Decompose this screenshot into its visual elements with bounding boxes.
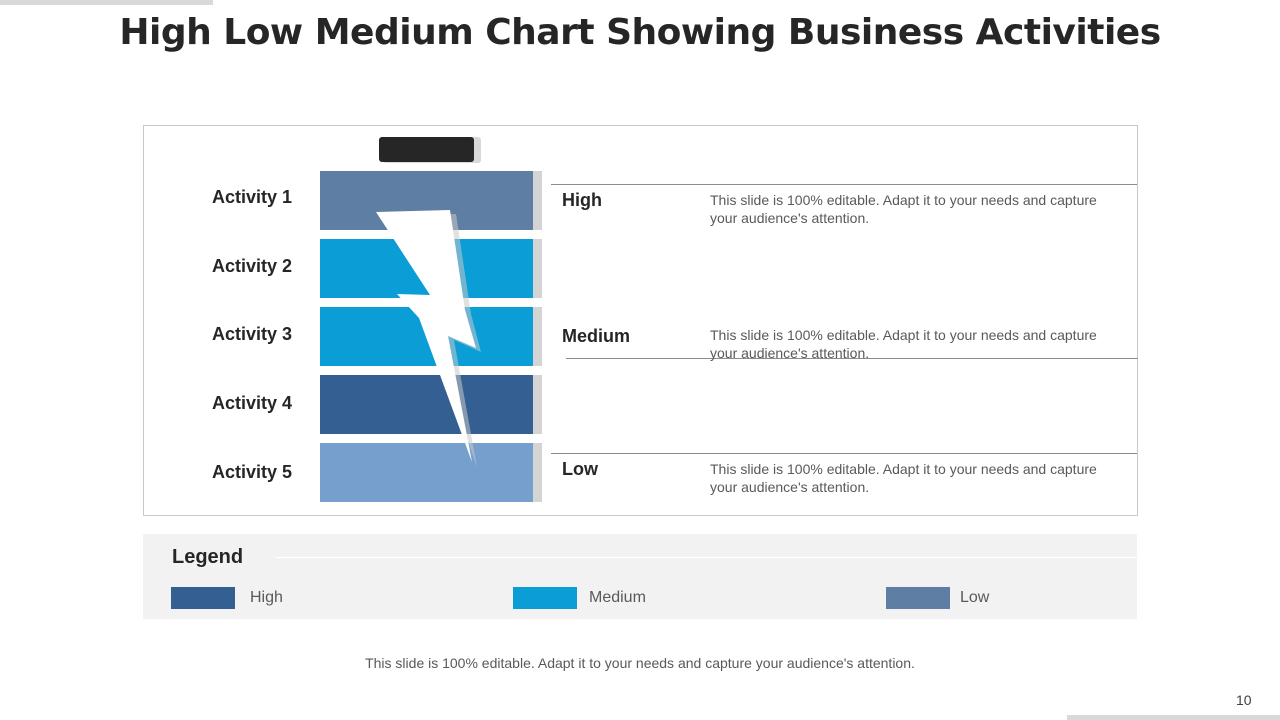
activity-label: Activity 5 xyxy=(211,462,292,482)
legend-panel xyxy=(143,534,1137,619)
legend-label-medium: Medium xyxy=(589,589,646,606)
divider-line xyxy=(566,358,1138,359)
level-label-high: High xyxy=(562,190,602,210)
activity-label: Activity 3 xyxy=(211,324,292,344)
activity-label: Activity 4 xyxy=(211,393,292,413)
battery-segment-shadow xyxy=(533,239,542,298)
legend-title: Legend xyxy=(172,546,244,568)
level-label-low: Low xyxy=(562,459,598,479)
slide-title: High Low Medium Chart Showing Business A… xyxy=(119,12,1161,53)
diagram-frame xyxy=(143,125,1138,516)
divider-line xyxy=(551,453,1137,454)
legend-swatch-low xyxy=(886,587,950,609)
level-description-high: This slide is 100% editable. Adapt it to… xyxy=(710,192,1097,226)
battery-segment-shadow xyxy=(533,375,542,434)
battery-segment-shadow xyxy=(533,307,542,366)
activity-label: Activity 2 xyxy=(211,256,292,276)
battery-cap-icon xyxy=(379,137,474,162)
footer-note: This slide is 100% editable. Adapt it to… xyxy=(365,655,915,671)
activity-label: Activity 1 xyxy=(211,187,292,207)
bottom-accent-bar xyxy=(1067,715,1280,720)
legend-swatch-high xyxy=(171,587,235,609)
battery-segment-shadow xyxy=(533,443,542,502)
divider-line xyxy=(551,184,1137,185)
battery-segment-activity-4 xyxy=(320,375,533,434)
battery-segment-activity-5 xyxy=(320,443,533,502)
lightning-bolt-icon xyxy=(376,210,481,467)
battery-segment-shadow xyxy=(533,171,542,230)
legend-label-high: High xyxy=(250,589,283,606)
legend-swatch-medium xyxy=(513,587,577,609)
legend-label-low: Low xyxy=(960,589,990,606)
level-label-medium: Medium xyxy=(562,326,631,346)
level-description-low: This slide is 100% editable. Adapt it to… xyxy=(710,461,1097,495)
level-description-medium: This slide is 100% editable. Adapt it to… xyxy=(710,327,1097,361)
legend-divider xyxy=(275,557,1137,558)
page-number: 10 xyxy=(1236,692,1252,708)
top-accent-bar xyxy=(0,0,213,5)
